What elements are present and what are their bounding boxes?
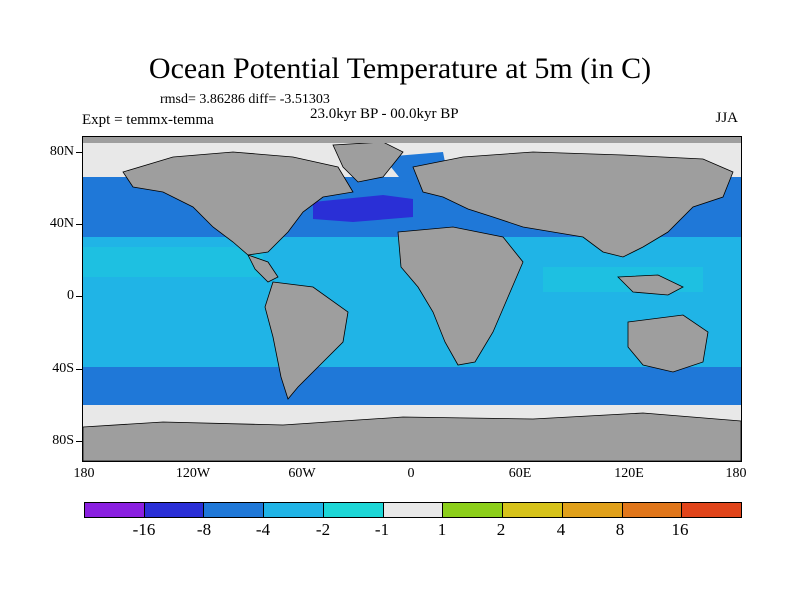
colorbar-swatch-2 [204,503,265,517]
map-svg [83,137,741,461]
colorbar-swatch-9 [622,503,683,517]
indonesia-land [617,274,684,296]
lon-label-120w: 120W [175,466,211,481]
colorbar-swatch-10 [682,503,742,517]
colorbar-label: 8 [615,520,625,539]
experiment-label: Expt = temmx-temma [82,112,214,128]
colorbar-label: -1 [374,520,390,539]
colorbar [84,502,742,518]
lat-tick [76,224,83,225]
north-atlantic-anomaly [313,195,413,222]
colorbar-label: 1 [437,520,447,539]
lat-label-0: 0 [67,288,74,303]
lat-tick [76,296,83,297]
stats-text: rmsd= 3.86286 diff= -3.51303 [160,92,330,107]
south-america-land [264,281,349,400]
north-america-land [122,151,354,256]
colorbar-swatch-8 [562,503,623,517]
lon-label-60w: 60W [288,466,316,481]
colorbar-label: -8 [196,520,212,539]
africa-land [397,226,524,366]
colorbar-swatch-5 [383,503,444,517]
map-title: Ocean Potential Temperature at 5m (in C) [148,52,652,85]
colorbar-swatch-4 [323,503,384,517]
lat-label-40n: 40N [49,216,74,231]
arctic-land-strip [83,137,741,143]
season-label: JJA [715,110,738,126]
colorbar-label: 2 [496,520,506,539]
eurasia-land [412,151,734,258]
lon-label-60e: 60E [508,466,532,481]
lon-label-0: 0 [407,466,415,481]
colorbar-label: 4 [556,520,566,539]
colorbar-swatch-1 [144,503,205,517]
colorbar-label: -2 [315,520,331,539]
australia-land [627,314,709,373]
lat-label-80s: 80S [52,433,74,448]
colorbar-label: -16 [132,520,156,539]
pacific-cyan-patch [83,247,263,277]
lon-label-180-west: 180 [73,466,95,481]
lon-label-120e: 120E [614,466,644,481]
antarctica-land [83,412,741,461]
lat-label-80n: 80N [49,144,74,159]
colorbar-swatch-3 [264,503,324,517]
colorbar-label: 16 [671,520,689,539]
colorbar-swatch-7 [503,503,563,517]
period-label: 23.0kyr BP - 00.0kyr BP [310,106,459,122]
lon-label-180-east: 180 [725,466,747,481]
world-map [82,136,742,462]
south-cool-band [83,367,741,407]
lat-label-40s: 40S [52,361,74,376]
colorbar-swatch-0 [85,503,145,517]
colorbar-swatch-6 [443,503,504,517]
lat-tick [76,369,83,370]
lat-tick [76,152,83,153]
colorbar-label: -4 [255,520,271,539]
lat-tick [76,441,83,442]
central-america-land [247,254,279,283]
